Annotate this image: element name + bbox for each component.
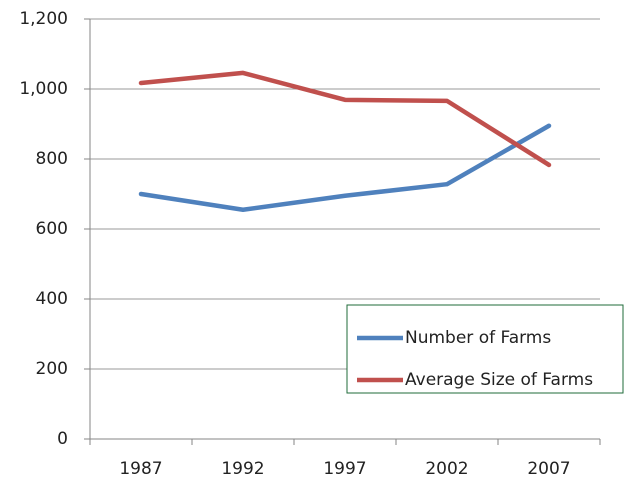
legend-label: Number of Farms <box>405 328 551 348</box>
series-line <box>138 123 552 212</box>
y-tick-label: 400 <box>36 289 68 309</box>
x-tick-label: 2007 <box>527 459 570 479</box>
y-tick-label: 1,200 <box>19 9 68 29</box>
y-tick-label: 600 <box>36 219 68 239</box>
x-tick-label: 1997 <box>323 459 366 479</box>
series-line <box>138 70 552 168</box>
legend-label: Average Size of Farms <box>405 370 593 390</box>
x-tick-label: 2002 <box>425 459 468 479</box>
x-tick-label: 1987 <box>119 459 162 479</box>
y-tick-label: 800 <box>36 149 68 169</box>
x-tick-label: 1992 <box>221 459 264 479</box>
y-tick-label: 0 <box>57 429 68 449</box>
y-tick-label: 200 <box>36 359 68 379</box>
y-tick-label: 1,000 <box>19 79 68 99</box>
